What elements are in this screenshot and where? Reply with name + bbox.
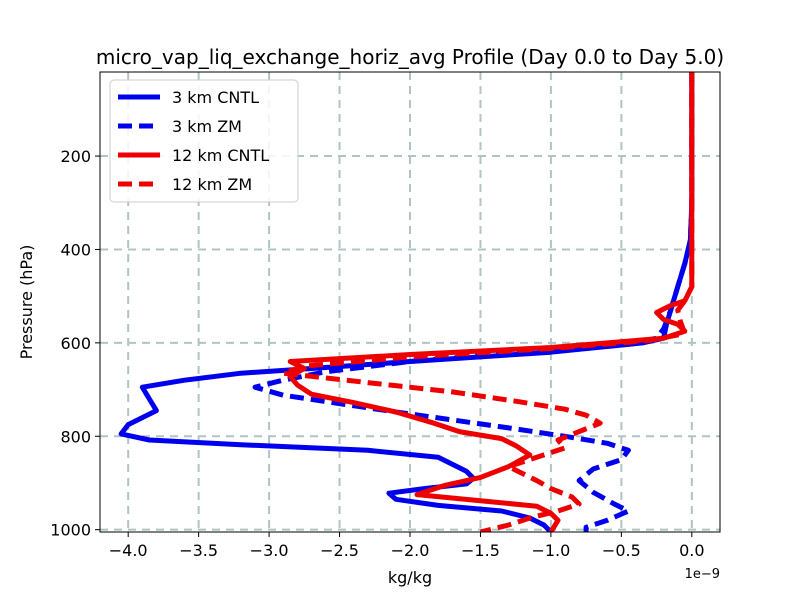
x-tick-label: −4.0 bbox=[109, 541, 148, 560]
legend-box bbox=[109, 79, 299, 203]
y-axis-label: Pressure (hPa) bbox=[17, 245, 36, 360]
x-offset-label: 1e−9 bbox=[685, 567, 720, 582]
series-line-12-km-zm bbox=[280, 72, 695, 532]
legend: 3 km CNTL 3 km ZM 12 km CNTL 12 km ZM bbox=[109, 79, 299, 203]
x-axis-label: kg/kg bbox=[388, 568, 432, 587]
legend-label: 12 km ZM bbox=[172, 175, 252, 194]
x-tick-label: 0.0 bbox=[679, 541, 704, 560]
x-tick-label: −2.5 bbox=[320, 541, 359, 560]
y-tick-label: 400 bbox=[60, 240, 91, 259]
x-tick-label: −2.0 bbox=[391, 541, 430, 560]
x-tick-label: −1.0 bbox=[531, 541, 570, 560]
y-tick-label: 200 bbox=[60, 147, 91, 166]
series-line-12-km-cntl bbox=[287, 72, 695, 532]
x-tick-label: −0.5 bbox=[602, 541, 641, 560]
y-tick-label: 600 bbox=[60, 334, 91, 353]
legend-label: 12 km CNTL bbox=[172, 146, 269, 165]
legend-label: 3 km ZM bbox=[172, 117, 242, 136]
y-tick-label: 1000 bbox=[50, 521, 91, 540]
series-line-3-km-zm bbox=[252, 72, 695, 532]
x-tick-label: −3.5 bbox=[179, 541, 218, 560]
chart-title: micro_vap_liq_exchange_horiz_avg Profile… bbox=[96, 45, 724, 69]
x-tick-label: −3.0 bbox=[250, 541, 289, 560]
x-tick-label: −1.5 bbox=[461, 541, 500, 560]
legend-label: 3 km CNTL bbox=[172, 88, 259, 107]
y-tick-label: 800 bbox=[60, 427, 91, 446]
